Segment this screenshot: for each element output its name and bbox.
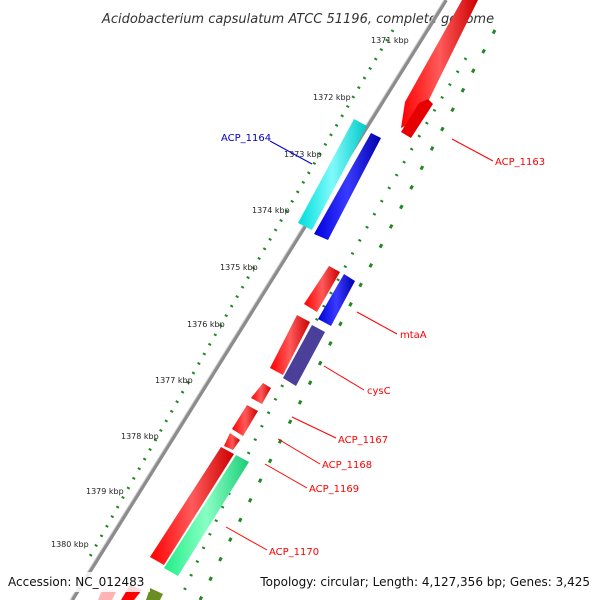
leader-acp-1169 (264, 463, 308, 489)
gene-label-acp-1168[interactable]: ACP_1168 (322, 460, 372, 471)
cds-acp-1164-blue[interactable] (314, 133, 381, 240)
gene-label-cysc[interactable]: cysC (367, 386, 391, 397)
gene-label-acp-1164[interactable]: ACP_1164 (221, 133, 271, 144)
cds-mtaa-blue[interactable] (318, 274, 355, 326)
leader-acp-1164 (269, 140, 313, 165)
genome-backbone-highlight (69, 0, 445, 600)
map-title: Acidobacterium capsulatum ATCC 51196, co… (101, 12, 494, 27)
genome-backbone (70, 0, 448, 600)
feature-group (98, 0, 478, 600)
cds-acp-1163-lower[interactable] (401, 99, 433, 138)
tick-label: 1376 kbp (187, 320, 225, 329)
tick-label: 1379 kbp (86, 487, 124, 496)
leader-mtaa (356, 311, 398, 335)
cds-bottom-olive[interactable] (146, 588, 163, 600)
accession-text: Accession: NC_012483 (8, 575, 144, 589)
tick-label: 1377 kbp (155, 376, 193, 385)
gene-labels: ACP_1163 ACP_1164 mtaA cysC ACP_1167 ACP… (221, 133, 545, 558)
cds-acp-1169[interactable] (224, 433, 240, 450)
gene-label-acp-1170[interactable]: ACP_1170 (269, 547, 319, 558)
tick-labels: 1371 kbp 1372 kbp 1373 kbp 1374 kbp 1375… (51, 36, 409, 549)
leader-acp-1170 (225, 526, 268, 551)
cds-acp-1170-red[interactable] (150, 447, 234, 565)
tick-label: 1380 kbp (51, 540, 89, 549)
leader-acp-1168 (277, 438, 321, 465)
tick-label: 1371 kbp (371, 36, 409, 45)
tick-label: 1374 kbp (252, 206, 290, 215)
cds-mtaa-red[interactable] (304, 266, 340, 312)
tick-label: 1378 kbp (121, 432, 159, 441)
leader-lines (225, 138, 494, 551)
cds-green-feature[interactable] (164, 455, 249, 576)
leader-acp-1167 (291, 416, 337, 439)
leader-acp-1163 (451, 138, 494, 162)
gene-label-acp-1167[interactable]: ACP_1167 (338, 435, 388, 446)
cds-acp-1168[interactable] (232, 405, 258, 436)
gene-label-acp-1169[interactable]: ACP_1169 (309, 484, 359, 495)
footer-bg-left (4, 572, 150, 592)
cds-acp-1163[interactable] (401, 0, 478, 128)
gc-track-right-outer (198, 29, 497, 600)
topology-text: Topology: circular; Length: 4,127,356 bp… (259, 575, 590, 589)
tick-label: 1373 kbp (284, 150, 322, 159)
gene-label-mtaa[interactable]: mtaA (400, 330, 427, 341)
cds-cysc-red[interactable] (270, 315, 310, 375)
cds-cysc-slate[interactable] (283, 325, 325, 386)
cds-cyan-feature[interactable] (298, 119, 367, 230)
tick-label: 1372 kbp (313, 93, 351, 102)
leader-cysc (323, 365, 365, 391)
cds-acp-1167[interactable] (251, 383, 271, 404)
gene-label-acp-1163[interactable]: ACP_1163 (495, 157, 545, 168)
tick-label: 1375 kbp (220, 263, 258, 272)
